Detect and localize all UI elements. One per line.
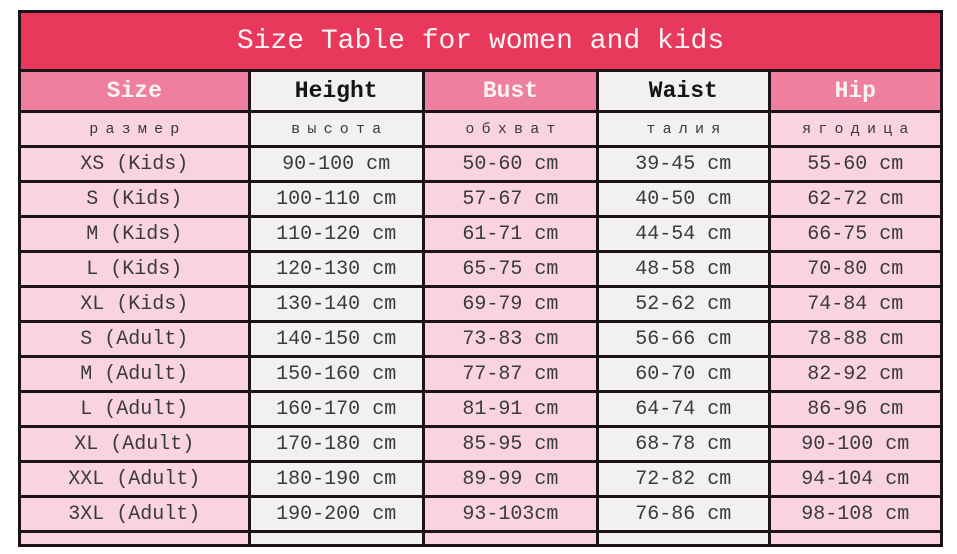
cell-bust: 81-91 cm: [421, 390, 600, 428]
cell-size: XS (Kids): [18, 145, 251, 183]
cell-waist: 72-82 cm: [596, 460, 771, 498]
cell-hip: 94-104 cm: [767, 460, 944, 498]
table-row: L (Kids) 120-130 cm 65-75 cm 48-58 cm 70…: [18, 250, 944, 288]
cell-size: XXL (Adult): [18, 460, 251, 498]
cell-hip: 82-92 cm: [767, 355, 944, 393]
table-row: M (Adult) 150-160 cm 77-87 cm 60-70 cm 8…: [18, 355, 944, 393]
cell-size: L (Kids): [18, 250, 251, 288]
cell-waist: [596, 530, 771, 547]
cell-waist: 52-62 cm: [596, 285, 771, 323]
cell-waist: 64-74 cm: [596, 390, 771, 428]
cell-waist: 68-78 cm: [596, 425, 771, 463]
table-row: XXL (Adult) 180-190 cm 89-99 cm 72-82 cm…: [18, 460, 944, 498]
cell-waist: 40-50 cm: [596, 180, 771, 218]
cell-hip: 86-96 cm: [767, 390, 944, 428]
cell-hip: [767, 530, 944, 547]
table-row: XL (Adult) 170-180 cm 85-95 cm 68-78 cm …: [18, 425, 944, 463]
cell-bust: [421, 530, 600, 547]
cell-height: 180-190 cm: [247, 460, 425, 498]
cell-size: XL (Adult): [18, 425, 251, 463]
header-row-russian: размер высота обхват талия ягодица: [18, 110, 944, 148]
table-row: S (Adult) 140-150 cm 73-83 cm 56-66 cm 7…: [18, 320, 944, 358]
table-row: S (Kids) 100-110 cm 57-67 cm 40-50 cm 62…: [18, 180, 944, 218]
cell-bust: 65-75 cm: [421, 250, 600, 288]
cell-hip: 78-88 cm: [767, 320, 944, 358]
table-title: Size Table for women and kids: [18, 10, 943, 72]
cell-hip: 66-75 cm: [767, 215, 944, 253]
cell-waist: 76-86 cm: [596, 495, 771, 533]
cell-size: 3XL (Adult): [18, 495, 251, 533]
size-table: Size Table for women and kids Size Heigh…: [18, 10, 944, 547]
table-row: 3XL (Adult) 190-200 cm 93-103cm 76-86 cm…: [18, 495, 944, 533]
cell-size: S (Kids): [18, 180, 251, 218]
column-header-size: Size: [18, 69, 251, 113]
cell-bust: 85-95 cm: [421, 425, 600, 463]
table-row: M (Kids) 110-120 cm 61-71 cm 44-54 cm 66…: [18, 215, 944, 253]
cell-size: M (Adult): [18, 355, 251, 393]
cell-size: [18, 530, 251, 547]
column-header-bust-ru: обхват: [421, 110, 600, 148]
cell-height: 120-130 cm: [247, 250, 425, 288]
header-row-english: Size Height Bust Waist Hip: [18, 69, 944, 113]
column-header-hip-ru: ягодица: [767, 110, 944, 148]
cell-height: 100-110 cm: [247, 180, 425, 218]
cell-height: 110-120 cm: [247, 215, 425, 253]
table-row: L (Adult) 160-170 cm 81-91 cm 64-74 cm 8…: [18, 390, 944, 428]
cell-hip: 98-108 cm: [767, 495, 944, 533]
table-row: XL (Kids) 130-140 cm 69-79 cm 52-62 cm 7…: [18, 285, 944, 323]
column-header-height: Height: [247, 69, 425, 113]
table-row: XS (Kids) 90-100 cm 50-60 cm 39-45 cm 55…: [18, 145, 944, 183]
cell-hip: 90-100 cm: [767, 425, 944, 463]
cell-height: 90-100 cm: [247, 145, 425, 183]
cell-waist: 48-58 cm: [596, 250, 771, 288]
cell-bust: 89-99 cm: [421, 460, 600, 498]
cell-bust: 73-83 cm: [421, 320, 600, 358]
column-header-waist-ru: талия: [596, 110, 771, 148]
cell-height: 170-180 cm: [247, 425, 425, 463]
cell-size: XL (Kids): [18, 285, 251, 323]
cell-height: 130-140 cm: [247, 285, 425, 323]
cell-height: [247, 530, 425, 547]
column-header-waist: Waist: [596, 69, 771, 113]
cell-bust: 57-67 cm: [421, 180, 600, 218]
cell-waist: 39-45 cm: [596, 145, 771, 183]
column-header-height-ru: высота: [247, 110, 425, 148]
cell-waist: 56-66 cm: [596, 320, 771, 358]
cell-bust: 77-87 cm: [421, 355, 600, 393]
cell-height: 140-150 cm: [247, 320, 425, 358]
cell-waist: 44-54 cm: [596, 215, 771, 253]
cell-hip: 74-84 cm: [767, 285, 944, 323]
clipped-partial-row: [18, 530, 944, 547]
cell-waist: 60-70 cm: [596, 355, 771, 393]
cell-size: M (Kids): [18, 215, 251, 253]
cell-hip: 62-72 cm: [767, 180, 944, 218]
cell-hip: 70-80 cm: [767, 250, 944, 288]
cell-bust: 50-60 cm: [421, 145, 600, 183]
column-header-bust: Bust: [421, 69, 600, 113]
cell-hip: 55-60 cm: [767, 145, 944, 183]
title-row: Size Table for women and kids: [18, 10, 943, 72]
cell-size: S (Adult): [18, 320, 251, 358]
cell-size: L (Adult): [18, 390, 251, 428]
cell-height: 160-170 cm: [247, 390, 425, 428]
cell-bust: 69-79 cm: [421, 285, 600, 323]
column-header-size-ru: размер: [18, 110, 251, 148]
cell-height: 190-200 cm: [247, 495, 425, 533]
cell-height: 150-160 cm: [247, 355, 425, 393]
cell-bust: 61-71 cm: [421, 215, 600, 253]
cell-bust: 93-103cm: [421, 495, 600, 533]
column-header-hip: Hip: [767, 69, 944, 113]
